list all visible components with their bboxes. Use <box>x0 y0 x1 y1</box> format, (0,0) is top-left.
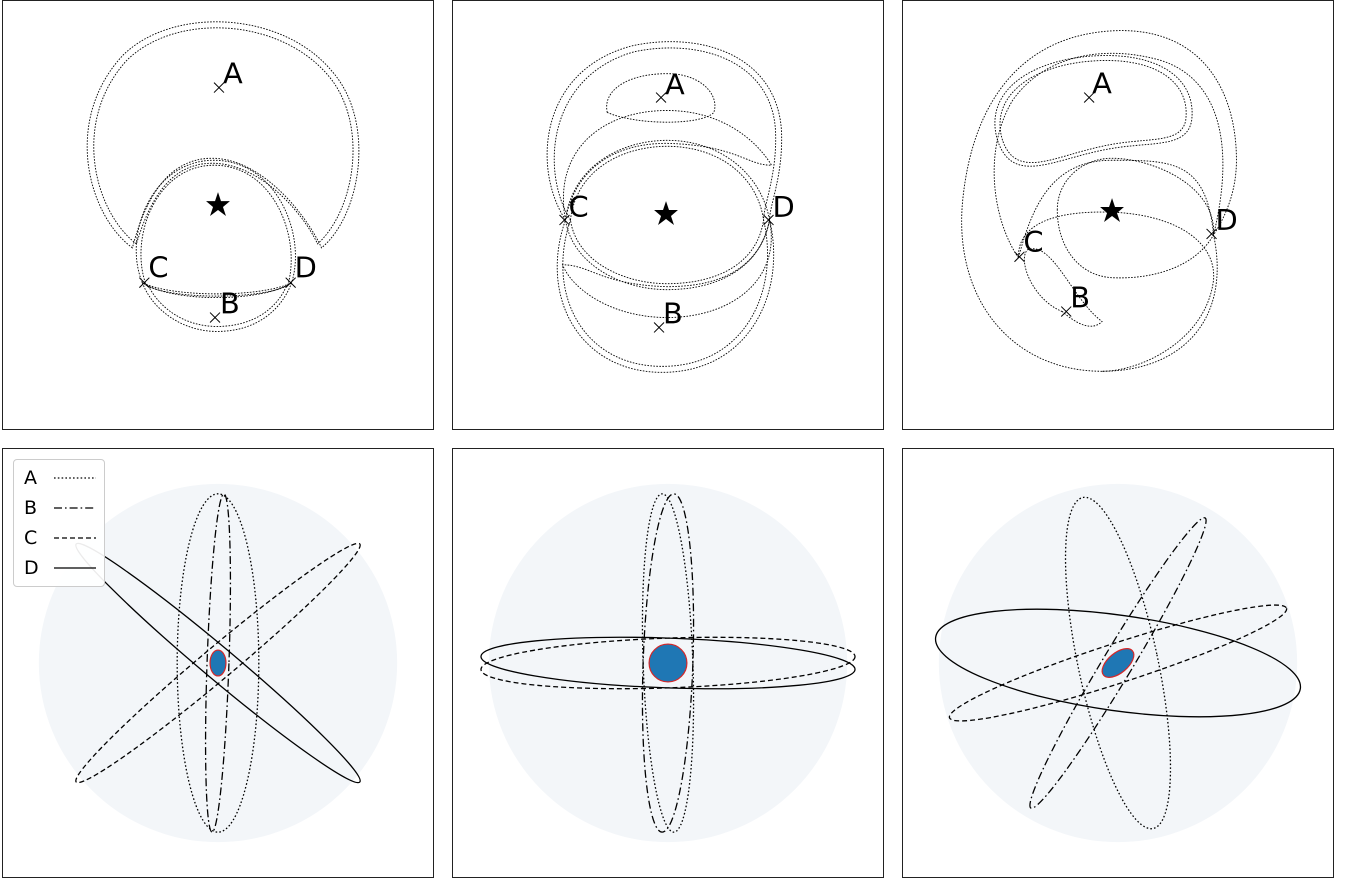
label-B: B <box>1070 281 1090 315</box>
marker-D: D <box>1206 203 1238 240</box>
label-C: C <box>148 251 168 285</box>
label-D: D <box>1216 203 1238 237</box>
marker-D: D <box>763 190 795 226</box>
label-B: B <box>220 287 240 321</box>
contour-A-lobe-2 <box>999 60 1187 164</box>
legend-entry-B: B <box>22 496 102 520</box>
marker-A: A <box>1083 67 1112 103</box>
contour-inner-circle-2 <box>140 164 292 297</box>
star-icon <box>654 201 678 225</box>
label-A: A <box>1092 67 1112 101</box>
central-body <box>1101 648 1135 678</box>
contour-lower-lobe <box>141 281 293 332</box>
panel-top-1: A B C D <box>2 0 434 430</box>
star-icon <box>1100 198 1124 222</box>
panel-top-2: A B C D <box>452 0 884 430</box>
legend-label-D: D <box>24 557 39 579</box>
panel-bottom-1: A B C D <box>2 448 434 878</box>
contour-mid-circle <box>565 139 770 291</box>
panel-bottom-3 <box>902 448 1334 878</box>
contour-B-lobe <box>1023 248 1103 327</box>
contour-outer-2 <box>553 47 777 367</box>
marker-C: C <box>559 190 589 226</box>
contour-lower-arc <box>561 219 772 318</box>
marker-A: A <box>655 68 685 103</box>
orbit-D <box>934 608 1302 718</box>
contour-upper-arc <box>563 110 773 221</box>
orbit-C <box>948 604 1288 722</box>
contour-outer <box>546 41 783 373</box>
trajectory-diagram-1: A B C D <box>86 21 360 332</box>
orbit-ellipses-2 <box>480 483 856 843</box>
contour-A-lobe <box>994 55 1193 167</box>
label-C: C <box>568 190 588 224</box>
legend: A B C D <box>13 459 105 587</box>
label-A: A <box>665 68 685 102</box>
marker-B: B <box>653 296 683 333</box>
star-icon <box>206 192 230 216</box>
trajectory-diagram-2: A B C D <box>546 41 795 373</box>
marker-A: A <box>213 57 243 93</box>
label-D: D <box>773 190 795 224</box>
contour-A-lobe <box>606 73 716 123</box>
marker-C: C <box>1014 225 1044 263</box>
contour-mid-circle-2 <box>570 145 765 285</box>
label-D: D <box>295 251 317 285</box>
label-B: B <box>663 296 683 330</box>
orbit-A <box>1064 496 1172 830</box>
panel-bottom-2 <box>452 448 884 878</box>
legend-line-dotted-icon <box>54 477 96 479</box>
marker-D: D <box>285 251 317 289</box>
orbit-B <box>1029 517 1207 809</box>
marker-C: C <box>139 251 168 289</box>
orbit-C <box>75 542 361 784</box>
label-C: C <box>1023 225 1043 259</box>
label-A: A <box>223 57 243 91</box>
legend-entry-A: A <box>22 466 102 490</box>
marker-B: B <box>209 287 240 323</box>
legend-line-dashed-icon <box>54 537 96 539</box>
contour-lower-ring <box>1018 211 1215 372</box>
contour-mid-ring <box>993 52 1224 259</box>
contour-inner-circle <box>1056 157 1215 279</box>
legend-entry-C: C <box>22 526 102 550</box>
legend-label-B: B <box>24 497 38 519</box>
trajectory-diagram-3: A B C D <box>961 30 1238 372</box>
legend-line-solid-icon <box>54 567 96 569</box>
marker-B: B <box>1060 281 1090 317</box>
orbit-D <box>480 636 856 690</box>
orbit-ellipses-1 <box>38 483 398 843</box>
panel-top-3: A B C D <box>902 0 1334 430</box>
orbit-ellipses-3 <box>934 483 1302 843</box>
contour-outer <box>86 21 360 249</box>
contour-outer-big <box>961 30 1237 372</box>
legend-label-A: A <box>24 467 37 489</box>
legend-label-C: C <box>24 527 38 549</box>
central-body <box>648 643 688 683</box>
orbit-A <box>176 493 260 833</box>
legend-line-dash-dot-icon <box>54 507 96 509</box>
legend-entry-D: D <box>22 556 102 580</box>
central-body <box>209 649 227 677</box>
contour-lower-lobe-2 <box>147 285 287 327</box>
